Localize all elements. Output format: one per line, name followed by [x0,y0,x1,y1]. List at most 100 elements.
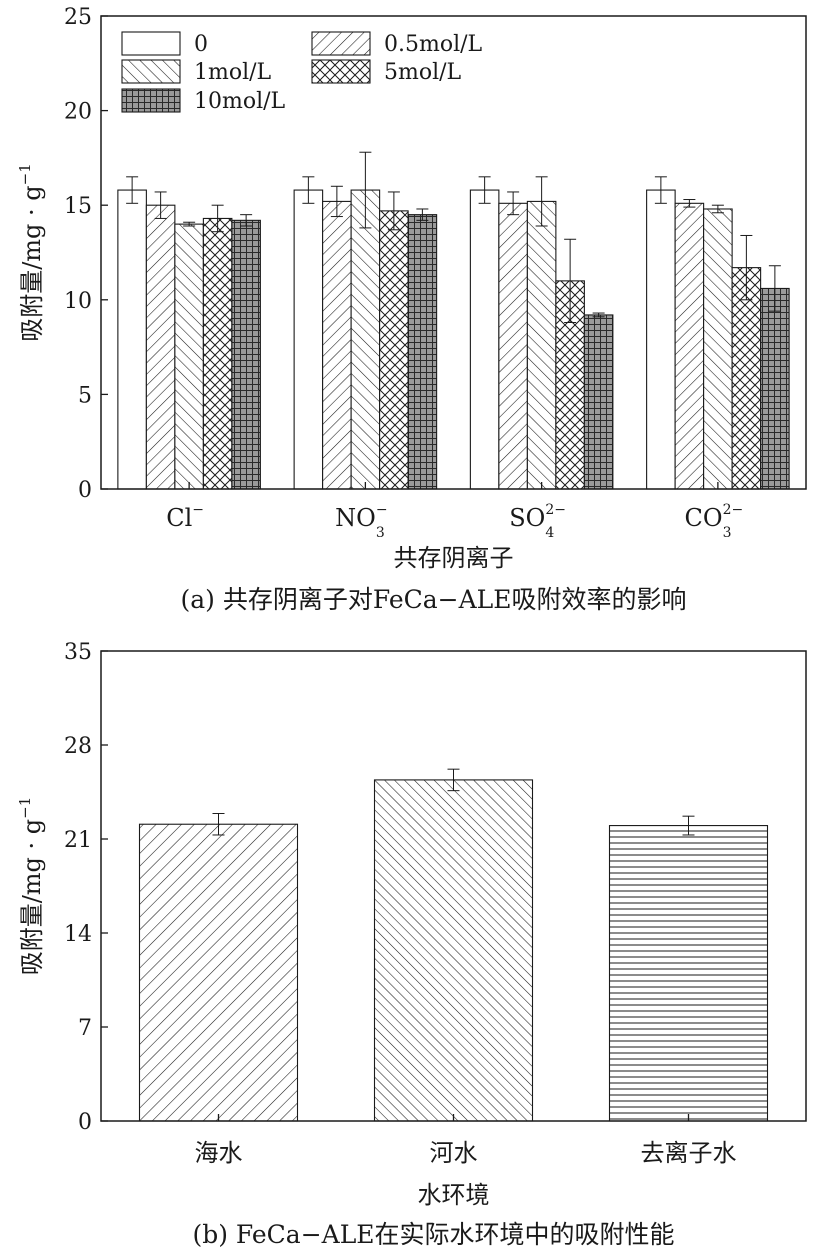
legend-swatch [121,59,181,84]
y-axis-title-text: 吸附量/mg · g [18,819,46,975]
chart-a-error-bar [592,312,605,318]
chart-a-error-bar [768,265,781,312]
chart-a-bar [583,314,614,490]
chart-b-y-tick-label: 14 [64,922,92,947]
chart-a-plot-frame [100,15,807,490]
chart-b-category-label: 河水 [430,1139,478,1167]
chart-a-error-bar [711,204,724,214]
chart-a-bar [145,204,176,490]
chart-b-error-bar [682,815,695,836]
chart-a-error-bar [507,191,520,216]
y-axis-title-text: 吸附量/mg · g [18,185,46,341]
legend-item: 10mol/L [121,88,286,114]
chart-a-category-label: CO2− 3 [685,502,744,541]
chart-a-error-bar [240,214,253,227]
chart-b-bars [138,779,769,1122]
chart-a-y-tick-label: 0 [78,478,92,503]
chart-b-error-bars [212,768,695,836]
chart-a-error-bar [416,208,429,221]
chart-a-y-tick-label: 10 [64,289,92,314]
chart-a-y-axis: 0 5 10 15 20 25 [64,5,108,503]
legend-label: 0.5mol/L [384,32,483,57]
chart-a-y-axis-title: 吸附量/mg · g−1 [16,163,46,342]
chart-b-error-bar [447,768,460,792]
chart-a-bar [703,208,733,490]
chart-a-bar [231,219,261,490]
chart-b-bar [373,779,534,1122]
chart-b-caption: (b) FeCa−ALE在实际水环境中的吸附性能 [192,1220,674,1249]
chart-a-bar [202,217,233,490]
chart-a-bar [379,210,409,490]
y-axis-title-superscript: −1 [16,163,34,185]
chart-a-y-tick-label: 25 [64,5,92,30]
chart-a-error-bar [330,185,343,218]
chart-a-error-bar [359,151,372,229]
chart-a-category-label: NO− 3 [335,502,387,541]
chart-a-category-label: Cl− [166,502,204,532]
chart-a-error-bar [564,238,577,324]
chart-a-error-bar [478,176,491,204]
chart-a-error-bar [535,176,548,227]
chart-a-bar [498,202,528,490]
chart-a-bar [760,287,790,490]
chart-a-bar [117,189,147,490]
legend-label: 5mol/L [384,60,462,85]
chart-a-error-bar [387,191,400,231]
chart-a-y-tick-label: 15 [64,194,92,219]
chart-a-bars [117,189,790,490]
chart-b-x-axis: 海水 河水 去离子水 [195,1114,737,1167]
chart-a-x-axis: Cl− NO− 3 SO2− 4 CO2− 3 [166,482,743,541]
chart-a-error-bar [211,204,224,233]
legend-swatch [311,59,371,84]
chart-a-error-bar [654,176,667,204]
chart-a-error-bar [302,176,315,204]
chart-b-y-axis-title: 吸附量/mg · g−1 [16,797,46,976]
chart-a-bar [731,267,762,490]
legend-item: 1mol/L [121,59,272,85]
chart-b-bar [138,823,299,1122]
chart-a-bar [174,223,204,490]
chart-a-bar [526,200,557,490]
chart-a: 0 5 10 15 20 25 Cl− NO− 3 SO2− 4 CO2− 3 0 0.5mol/L 1m… [16,5,807,614]
chart-a-y-tick-label: 5 [78,383,92,408]
chart-a-bar [293,189,324,490]
chart-a-bar [407,214,438,490]
chart-b-y-tick-label: 7 [78,1016,92,1041]
chart-b-y-tick-label: 0 [78,1110,92,1135]
legend-swatch [121,88,181,113]
chart-a-bar [469,189,500,490]
chart-b-y-tick-label: 21 [64,828,92,853]
chart-b-y-axis: 0 7 14 21 28 35 [64,640,108,1135]
chart-b-x-axis-title: 水环境 [418,1181,490,1209]
chart-a-caption: (a) 共存阴离子对FeCa−ALE吸附效率的影响 [180,585,686,614]
legend-swatch [311,31,371,56]
chart-a-legend: 0 0.5mol/L 1mol/L 5mol/L 10mol/L [121,31,483,114]
legend-item: 0.5mol/L [311,31,483,57]
y-axis-title-superscript: −1 [16,797,34,819]
chart-b-y-tick-label: 35 [64,640,92,665]
chart-a-error-bar [126,176,139,204]
legend-label: 10mol/L [194,89,286,114]
chart-a-bar [322,200,352,490]
chart-b-y-tick-label: 28 [64,734,92,759]
chart-b-category-label: 海水 [195,1139,243,1167]
chart-a-error-bar [154,191,167,219]
legend-label: 1mol/L [194,60,272,85]
chart-b-category-label: 去离子水 [641,1139,737,1167]
legend-item: 0 [121,31,208,57]
legend-swatch [121,31,181,56]
legend-label: 0 [194,32,208,57]
chart-a-y-tick-label: 20 [64,100,92,125]
chart-a-bar [646,189,676,490]
chart-b-error-bar [212,812,225,836]
chart-a-error-bars [126,151,781,324]
chart-b: 0 7 14 21 28 35 海水 河水 去离子水 吸附量/mg · g−1 水环境 (b)… [16,640,807,1249]
chart-a-bar [674,202,705,490]
legend-item: 5mol/L [311,59,462,85]
chart-a-bar [350,189,381,490]
chart-b-bar [608,825,769,1122]
chart-a-x-axis-title: 共存阴离子 [394,544,514,572]
chart-a-error-bar [740,234,753,301]
chart-a-error-bar [183,221,196,227]
